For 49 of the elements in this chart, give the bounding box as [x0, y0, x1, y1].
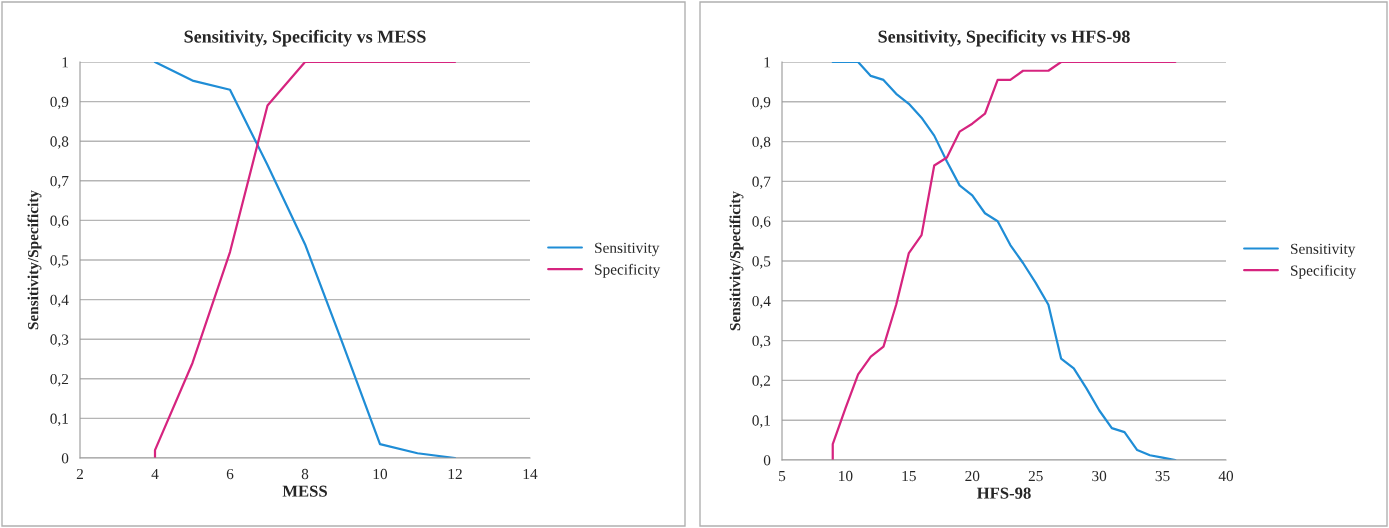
x-tick-label: 8 — [301, 468, 309, 480]
y-tick-label: 0,6 — [50, 215, 69, 229]
y-tick-label: 1 — [764, 57, 770, 68]
x-tick-label: 40 — [1218, 470, 1234, 482]
x-tick-label: 10 — [373, 468, 388, 480]
y-tick-label: 0,5 — [50, 255, 69, 268]
legend-label: Sensitivity — [1291, 243, 1356, 258]
y-tick-label: 1 — [62, 57, 68, 68]
x-tick-label: 14 — [523, 468, 538, 480]
y-tick-label: 0,5 — [752, 256, 771, 269]
x-tick-label: 12 — [448, 468, 462, 480]
y-tick-label: 0,2 — [752, 375, 771, 389]
legend-label: Specificity — [1291, 264, 1357, 279]
y-tick-label: 0,1 — [752, 415, 770, 428]
x-tick-label: 15 — [902, 470, 916, 482]
line-series — [831, 62, 1177, 460]
x-tick-label: 10 — [839, 470, 853, 482]
y-tick-label: 0,7 — [752, 176, 771, 190]
x-tick-label: 5 — [779, 471, 786, 482]
y-tick-label: 0,4 — [50, 294, 69, 308]
x-tick-label: 25 — [1028, 470, 1043, 482]
legend-label: Sensitivity — [595, 242, 660, 257]
y-tick-label: 0,7 — [50, 175, 69, 189]
y-tick-label: 0,1 — [50, 413, 68, 427]
y-tick-label: 0,6 — [752, 216, 771, 229]
y-tick-label: 0,2 — [50, 373, 69, 387]
chart-title: Sensitivity, Specificity vs HFS-98 — [878, 29, 1130, 47]
y-tick-label: 0,8 — [50, 136, 69, 149]
x-axis-title: HFS-98 — [976, 487, 1031, 499]
y-axis-title: Sensitivity/Specificity — [729, 191, 744, 331]
y-tick-label: 0,9 — [752, 96, 771, 110]
y-tick-label: 0,3 — [752, 335, 771, 349]
line-series — [153, 62, 457, 458]
y-tick-label: 0,4 — [752, 295, 771, 309]
x-tick-label: 4 — [151, 468, 159, 480]
y-tick-label: 0 — [763, 455, 771, 466]
x-tick-label: 2 — [76, 468, 83, 480]
x-tick-label: 20 — [965, 470, 980, 482]
x-tick-label: 35 — [1155, 470, 1170, 482]
legend-label: Specificity — [595, 263, 661, 278]
y-tick-label: 0,3 — [50, 334, 69, 347]
y-tick-label: 0,9 — [50, 96, 69, 110]
x-tick-label: 6 — [226, 468, 234, 480]
y-tick-label: 0,8 — [752, 136, 771, 150]
y-axis-title: Sensitivity/Specificity — [27, 190, 42, 330]
x-axis-title: MESS — [282, 485, 327, 497]
chart-title: Sensitivity, Specificity vs MESS — [184, 29, 426, 47]
y-tick-label: 0 — [61, 453, 69, 464]
x-tick-label: 30 — [1092, 470, 1107, 482]
